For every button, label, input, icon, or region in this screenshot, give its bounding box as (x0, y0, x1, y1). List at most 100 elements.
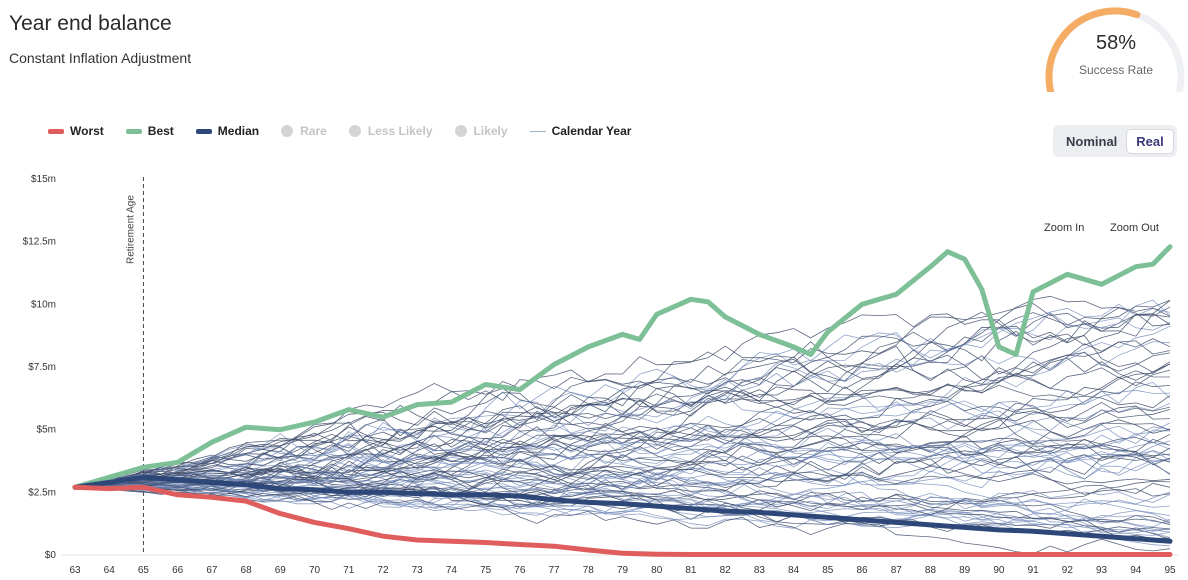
calendar-year-path (74, 307, 1171, 488)
zoom-in-button[interactable]: Zoom In (1044, 222, 1085, 234)
x-tick-label: 76 (514, 565, 526, 576)
nominal-real-toggle: Nominal Real (1053, 125, 1177, 157)
calendar-year-path (74, 295, 1171, 488)
nominal-toggle-option[interactable]: Nominal (1066, 133, 1118, 149)
calendar-year-path (74, 435, 1171, 488)
legend-swatch-icon (529, 130, 546, 132)
x-tick-label: 68 (241, 565, 253, 576)
x-tick-label: 91 (1028, 565, 1040, 576)
x-tick-label: 66 (172, 565, 184, 576)
calendar-year-path (74, 418, 1171, 488)
legend-swatch-icon (454, 125, 467, 137)
calendar-year-path (74, 444, 1171, 488)
legend-swatch-icon (125, 128, 142, 134)
calendar-year-path (74, 381, 1171, 488)
calendar-year-path (74, 419, 1171, 488)
x-tick-label: 71 (343, 565, 355, 576)
calendar-year-path (74, 486, 1171, 536)
success-rate-gauge (1045, 7, 1185, 92)
legend-swatch-icon (195, 128, 212, 134)
calendar-year-path (74, 486, 1171, 540)
calendar-year-path (74, 325, 1171, 488)
calendar-year-path (74, 486, 1171, 538)
y-tick-label: $7.5m (28, 362, 56, 373)
x-tick-label: 88 (925, 565, 937, 576)
x-tick-label: 83 (754, 565, 766, 576)
calendar-year-path (74, 445, 1171, 488)
legend-item-best[interactable]: Best (125, 124, 174, 138)
series-line-best (72, 244, 1173, 490)
legend-swatch-icon (348, 125, 361, 137)
legend-item-median[interactable]: Median (195, 124, 260, 138)
x-tick-label: 93 (1096, 565, 1108, 576)
y-tick-label: $10m (31, 299, 56, 310)
success-rate-value: 58% (1095, 32, 1137, 54)
x-tick-label: 67 (206, 565, 218, 576)
x-tick-label: 94 (1130, 565, 1142, 576)
success-rate-label: Success Rate (1078, 63, 1154, 77)
x-tick-label: 78 (583, 565, 595, 576)
calendar-year-path (74, 486, 1171, 530)
calendar-year-path (74, 367, 1171, 488)
y-tick-label: $15m (31, 174, 56, 185)
x-tick-label: 87 (891, 565, 903, 576)
x-tick-label: 84 (788, 565, 800, 576)
calendar-year-path (74, 313, 1171, 488)
chart-legend: Worst Best Median Rare Less Likely Likely Cale… (48, 124, 653, 138)
x-tick-label: 86 (856, 565, 868, 576)
legend-swatch-icon (48, 128, 64, 134)
real-toggle-option[interactable]: Real (1126, 128, 1174, 154)
legend-item-likely[interactable]: Likely (454, 124, 508, 138)
x-tick-label: 85 (822, 565, 834, 576)
page-title: Year end balance (9, 12, 172, 35)
x-tick-label: 89 (959, 565, 971, 576)
calendar-year-path (74, 486, 1171, 526)
series-line-median (72, 474, 1173, 544)
x-tick-label: 69 (275, 565, 287, 576)
x-tick-label: 79 (617, 565, 629, 576)
legend-item-rare[interactable]: Rare (281, 124, 327, 138)
x-tick-label: 90 (993, 565, 1005, 576)
retirement-age-label: Retirement Age (125, 195, 136, 264)
legend-item-less-likely[interactable]: Less Likely (348, 124, 433, 138)
calendar-year-path (74, 443, 1171, 495)
calendar-year-path (74, 486, 1171, 555)
calendar-year-path (74, 480, 1171, 514)
series-line-worst (72, 484, 1173, 557)
calendar-year-path (74, 384, 1171, 488)
x-tick-label: 77 (549, 565, 561, 576)
legend-label: Likely (473, 124, 508, 138)
y-tick-label: $12.5m (23, 237, 56, 248)
x-tick-label: 80 (651, 565, 663, 576)
gauge-fill (1045, 7, 1141, 92)
calendar-year-path (74, 357, 1171, 488)
x-tick-label: 64 (104, 565, 116, 576)
calendar-year-path (74, 303, 1171, 488)
zoom-out-button[interactable]: Zoom Out (1110, 222, 1159, 234)
balance-chart: $0 $2.5m $5m $7.5m $10m $12.5m $15m 63 64 65 66 67 6… (23, 174, 1178, 576)
legend-label: Best (147, 124, 174, 138)
calendar-year-path (74, 426, 1171, 488)
x-tick-label: 95 (1164, 565, 1176, 576)
legend-item-calendar-year[interactable]: Calendar Year (529, 124, 632, 138)
x-tick-label: 73 (412, 565, 424, 576)
x-tick-label: 82 (720, 565, 732, 576)
y-tick-label: $2.5m (28, 487, 56, 498)
calendar-year-path (74, 313, 1171, 488)
x-tick-label: 65 (138, 565, 150, 576)
legend-label: Median (217, 124, 260, 138)
calendar-year-path (74, 435, 1171, 488)
calendar-year-path (74, 469, 1171, 496)
y-tick-label: $5m (37, 425, 56, 436)
calendar-year-path (74, 317, 1171, 488)
x-tick-label: 81 (685, 565, 697, 576)
legend-label: Calendar Year (551, 124, 632, 138)
legend-item-worst[interactable]: Worst (48, 124, 104, 138)
x-tick-label: 70 (309, 565, 321, 576)
calendar-year-path (74, 389, 1171, 488)
page-subtitle: Constant Inflation Adjustment (9, 50, 192, 66)
x-tick-label: 63 (69, 565, 81, 576)
legend-swatch-icon (281, 125, 294, 137)
x-tick-label: 75 (480, 565, 492, 576)
legend-label: Worst (70, 124, 104, 138)
